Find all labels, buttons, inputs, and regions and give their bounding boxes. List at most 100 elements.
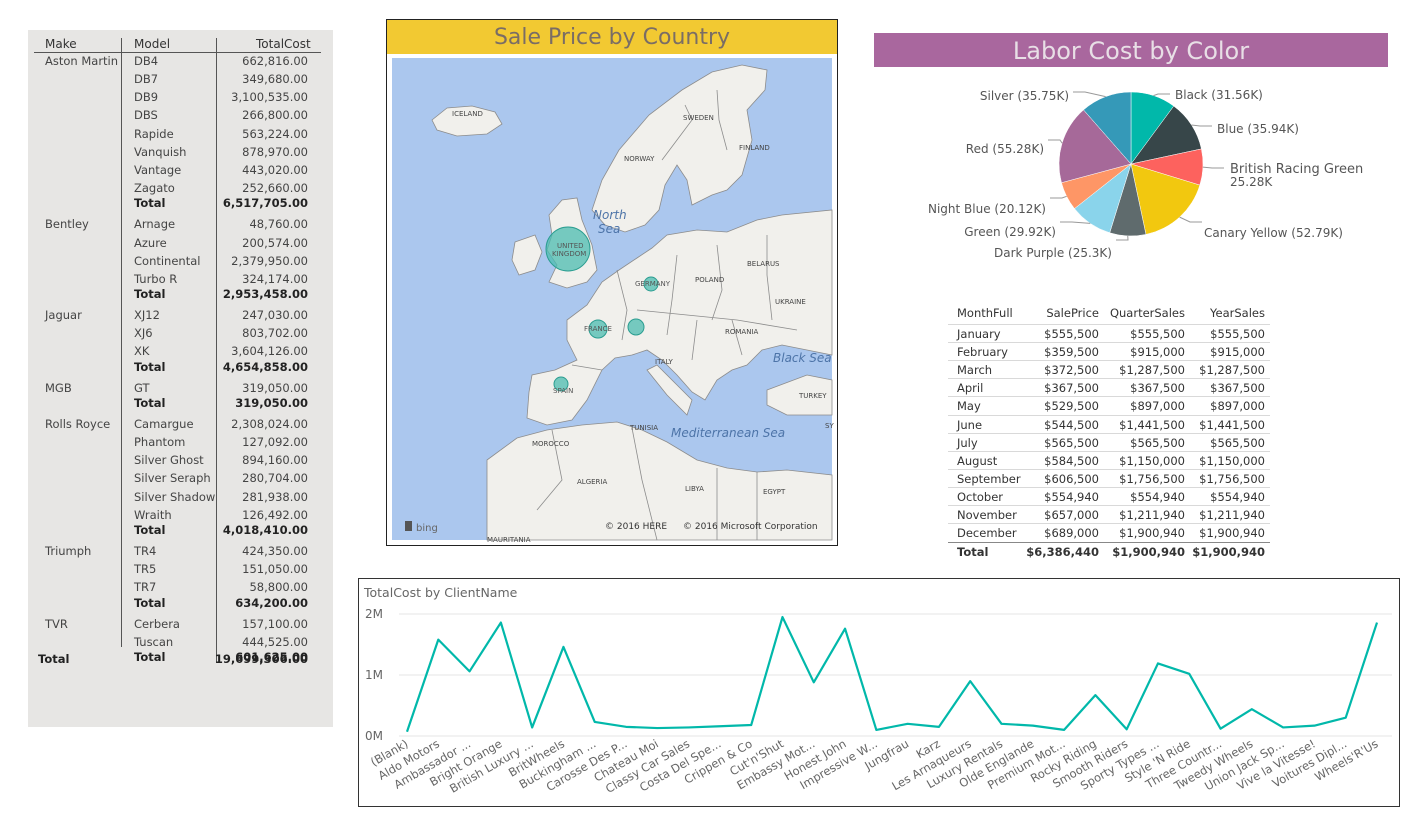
line-point[interactable] (1062, 728, 1066, 732)
matrix-model[interactable]: TR7 (134, 580, 157, 595)
matrix-model[interactable]: Azure (134, 235, 167, 250)
table-cell: $897,000 (1130, 399, 1185, 414)
matrix-model[interactable]: XJ6 (134, 326, 153, 341)
header-totalcost[interactable]: TotalCost (256, 37, 311, 51)
line-point[interactable] (1281, 725, 1285, 729)
line-point[interactable] (436, 638, 440, 642)
ireland-land (511, 234, 543, 276)
map-canvas[interactable]: ICELAND SWEDEN FINLAND NORWAY POLAND BEL… (387, 20, 837, 545)
line-point[interactable] (812, 680, 816, 684)
table-row: December $689,000 $1,900,940 $1,900,940 (948, 523, 1270, 542)
line-point[interactable] (593, 720, 597, 724)
matrix-model[interactable]: Wraith (134, 507, 172, 522)
matrix-subtotal-label: Total (134, 595, 166, 610)
matrix-model[interactable]: Silver Seraph (134, 471, 211, 486)
matrix-make[interactable]: MGB (45, 380, 72, 395)
matrix-make[interactable]: Aston Martin (45, 54, 119, 68)
line-series[interactable] (405, 615, 1379, 733)
pie-leader-line (1191, 124, 1212, 127)
line-point[interactable] (1312, 724, 1316, 728)
table-cell: May (957, 399, 981, 414)
bubble-germany[interactable] (643, 276, 659, 292)
label-finland: FINLAND (739, 144, 770, 152)
table-cell: $1,287,500 (1199, 363, 1265, 378)
line-point[interactable] (687, 725, 691, 729)
table-cell: QuarterSales (1109, 306, 1185, 320)
country-borders (571, 235, 798, 371)
matrix-model[interactable]: Silver Ghost (134, 453, 204, 468)
line-point[interactable] (1125, 727, 1129, 731)
matrix-model[interactable]: Silver Shadow (134, 489, 216, 504)
label-north-sea-1: North (593, 208, 627, 222)
line-point[interactable] (968, 679, 972, 683)
matrix-make[interactable]: Rolls Royce (45, 417, 111, 431)
pie-label-british-racing-green: British Racing Green (1230, 162, 1364, 177)
matrix-model[interactable]: XK (134, 344, 150, 359)
matrix-model[interactable]: TR4 (134, 544, 157, 559)
line-point[interactable] (780, 615, 784, 619)
line-point[interactable] (499, 621, 503, 625)
table-row: April $367,500 $367,500 $367,500 (948, 378, 1270, 397)
matrix-model[interactable]: TR5 (134, 562, 157, 577)
matrix-model[interactable]: Cerbera (134, 616, 180, 631)
pie-leader-line (1060, 221, 1091, 224)
line-point[interactable] (405, 730, 409, 734)
matrix-model[interactable]: Vantage (134, 162, 182, 177)
matrix-make[interactable]: Bentley (45, 217, 89, 232)
header-model[interactable]: Model (134, 37, 171, 51)
bubble-united-kingdom[interactable] (545, 226, 591, 272)
matrix-model[interactable]: DB9 (134, 90, 159, 105)
label-sweden: SWEDEN (683, 114, 714, 122)
line-point[interactable] (530, 725, 534, 729)
matrix-make[interactable]: TVR (45, 616, 68, 631)
y-tick-label: 2M (365, 607, 383, 621)
line-point[interactable] (1156, 661, 1160, 665)
line-point[interactable] (749, 723, 753, 727)
matrix-model[interactable]: Arnage (134, 217, 176, 232)
line-point[interactable] (1031, 724, 1035, 728)
matrix-model[interactable]: DBS (134, 108, 158, 123)
matrix-model[interactable]: Continental (134, 253, 201, 268)
matrix-model[interactable]: Turbo R (134, 271, 178, 286)
line-point[interactable] (1344, 716, 1348, 720)
header-make[interactable]: Make (45, 37, 77, 51)
matrix-model[interactable]: Tuscan (134, 634, 174, 649)
line-point[interactable] (655, 726, 659, 730)
line-point[interactable] (1187, 672, 1191, 676)
matrix-value: 247,030.00 (242, 308, 308, 323)
bubble-switzerland[interactable] (627, 318, 645, 336)
matrix-model[interactable]: GT (134, 380, 150, 395)
matrix-model[interactable]: Vanquish (134, 144, 187, 159)
line-point[interactable] (1093, 693, 1097, 697)
line-point[interactable] (718, 724, 722, 728)
matrix-subtotal-label: Total (134, 359, 166, 374)
matrix-model[interactable]: XJ12 (134, 308, 160, 323)
line-point[interactable] (874, 728, 878, 732)
line-point[interactable] (1375, 621, 1379, 625)
line-point[interactable] (1219, 727, 1223, 731)
matrix-model[interactable]: Zagato (134, 181, 175, 196)
line-point[interactable] (937, 725, 941, 729)
bubble-france[interactable] (588, 319, 608, 339)
matrix-make[interactable]: Triumph (45, 544, 92, 559)
line-point[interactable] (843, 627, 847, 631)
line-point[interactable] (1000, 722, 1004, 726)
pie-label-night-blue: Night Blue (20.12K) (927, 202, 1046, 216)
matrix-model[interactable]: Rapide (134, 126, 174, 141)
line-point[interactable] (561, 645, 565, 649)
matrix-model[interactable]: DB7 (134, 72, 159, 87)
matrix-subtotal-value: 319,050.00 (235, 395, 308, 410)
column-divider-model (216, 38, 217, 663)
matrix-model[interactable]: DB4 (134, 54, 159, 68)
pie-label-value-british-racing-green: 25.28K (1230, 175, 1273, 189)
line-point[interactable] (906, 722, 910, 726)
pie-label-blue: Blue (35.94K) (1217, 122, 1299, 136)
line-point[interactable] (1250, 707, 1254, 711)
matrix-model[interactable]: Camargue (134, 417, 194, 431)
line-point[interactable] (624, 725, 628, 729)
matrix-model[interactable]: Phantom (134, 435, 186, 450)
bubble-spain[interactable] (553, 376, 569, 392)
line-point[interactable] (468, 669, 472, 673)
matrix-make[interactable]: Jaguar (45, 308, 82, 323)
